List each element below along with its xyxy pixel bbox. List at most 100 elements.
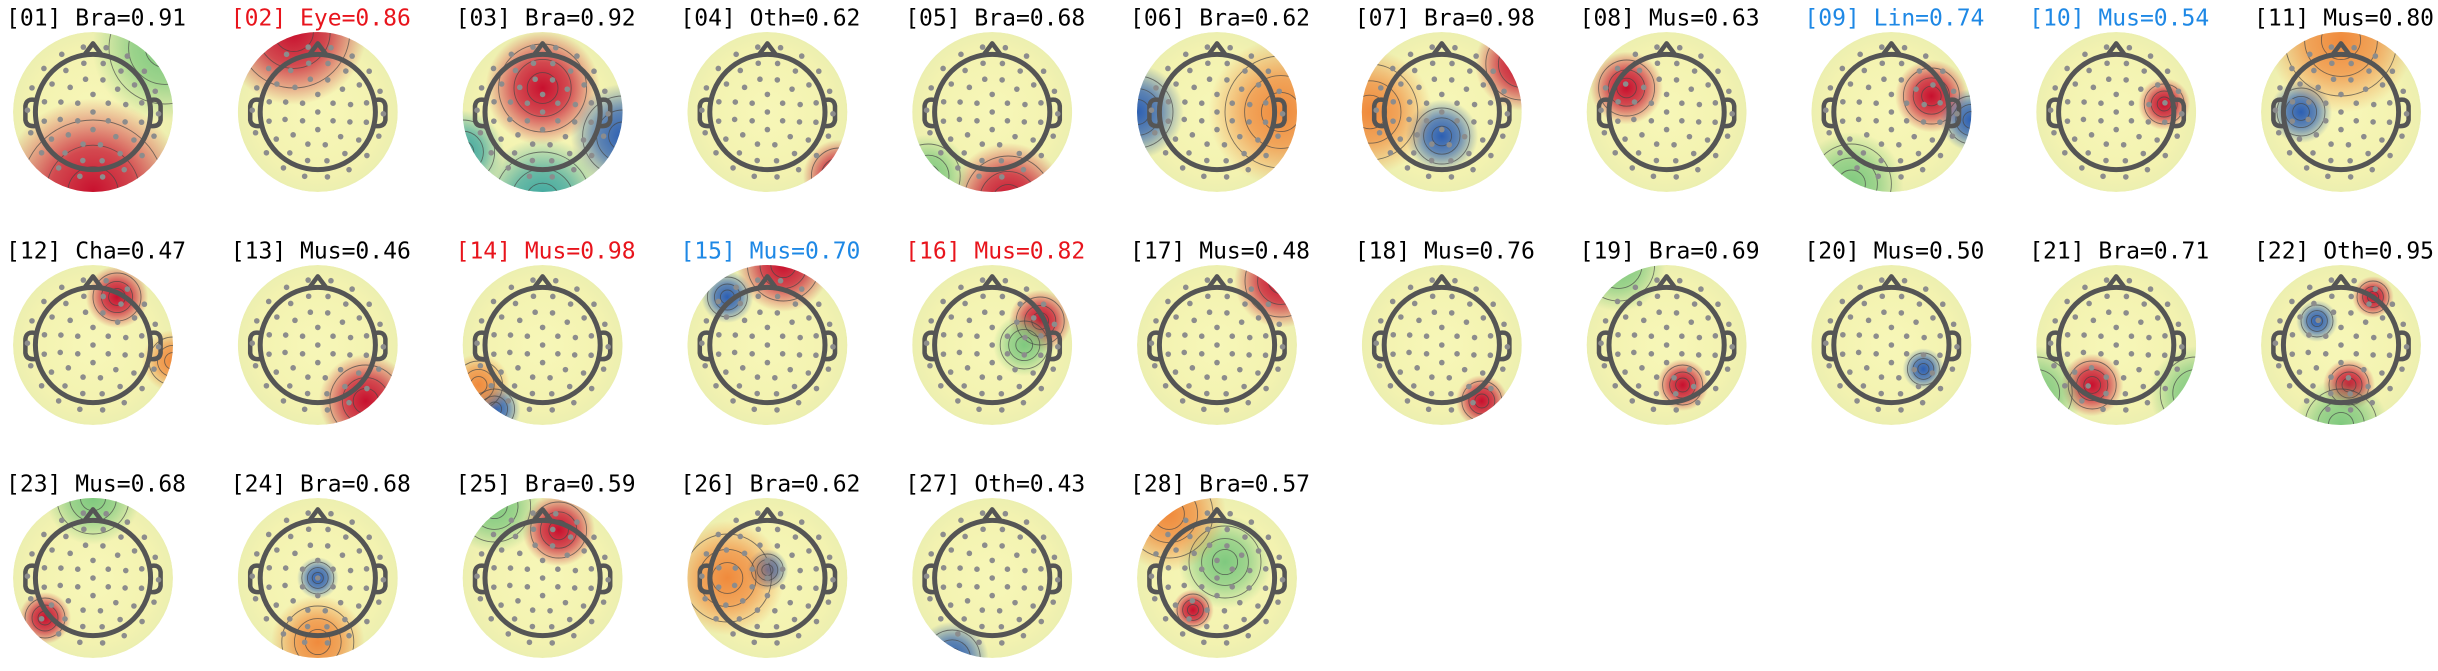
electrode xyxy=(1016,150,1023,157)
electrode xyxy=(1406,99,1413,105)
electrode xyxy=(1181,349,1188,356)
electrode xyxy=(77,173,83,180)
electrode xyxy=(1246,585,1252,591)
nose xyxy=(1206,507,1228,523)
electrode xyxy=(797,567,803,574)
nose xyxy=(307,41,329,57)
electrode xyxy=(2329,293,2335,300)
electrode xyxy=(966,84,973,91)
electrode xyxy=(328,510,334,517)
electrode xyxy=(526,406,533,413)
electrode xyxy=(2289,65,2295,72)
electrode xyxy=(376,366,382,372)
electrode xyxy=(287,300,294,307)
electrode xyxy=(779,118,786,124)
electrode xyxy=(105,351,112,357)
electrode xyxy=(2286,382,2293,389)
electrode xyxy=(524,566,531,572)
electrode xyxy=(1688,86,1695,92)
electrode xyxy=(773,390,780,397)
electrode xyxy=(723,547,730,553)
electrode xyxy=(41,98,48,105)
electrode xyxy=(2161,119,2168,126)
electrode xyxy=(1038,566,1044,572)
electrode xyxy=(2113,342,2119,348)
electrode xyxy=(1861,67,1868,74)
electrode xyxy=(957,332,963,338)
electrode xyxy=(1246,567,1253,574)
electrode xyxy=(2353,118,2360,124)
electrode xyxy=(2113,359,2119,366)
electrode xyxy=(524,584,531,590)
electrode xyxy=(795,632,802,639)
topoplot: [11] Mus=0.80 xyxy=(2254,6,2434,192)
electrode xyxy=(1873,351,1879,357)
electrode xyxy=(67,84,73,91)
electrode xyxy=(1598,340,1604,347)
electrode xyxy=(2128,333,2135,340)
electrode xyxy=(100,543,106,549)
electrode xyxy=(524,351,531,357)
electrode xyxy=(1241,383,1247,390)
electrode xyxy=(999,60,1006,67)
electrode xyxy=(2329,60,2335,67)
electrode xyxy=(962,67,968,74)
electrode xyxy=(539,557,546,564)
electrode xyxy=(478,85,485,91)
electrode xyxy=(2361,366,2367,373)
electrode xyxy=(266,98,273,105)
electrode xyxy=(764,126,771,133)
electrode xyxy=(1022,334,1028,341)
electrode xyxy=(2120,374,2127,381)
electrode xyxy=(1854,165,1860,171)
electrode xyxy=(507,349,513,356)
electrode xyxy=(304,623,311,630)
electrode xyxy=(1839,65,1846,72)
electrode xyxy=(940,118,947,124)
electrode xyxy=(1439,359,1445,366)
electrode xyxy=(1398,81,1404,87)
electrode xyxy=(2338,342,2344,348)
topoplot: [28] Bra=0.57 xyxy=(1130,472,1310,658)
component-label: [27] Oth=0.43 xyxy=(905,472,1085,498)
electrode xyxy=(1863,132,1870,138)
electrode xyxy=(315,592,321,599)
electrode xyxy=(1428,157,1435,164)
electrode xyxy=(529,607,536,613)
electrode xyxy=(2174,366,2181,372)
electrode xyxy=(1439,342,1445,348)
electrode xyxy=(588,119,594,126)
electrode xyxy=(2347,174,2354,180)
electrode xyxy=(2370,119,2376,125)
electrode xyxy=(1187,67,1193,74)
electrode xyxy=(600,133,607,139)
electrode xyxy=(41,331,48,338)
electrode xyxy=(2328,44,2335,50)
electrode xyxy=(2064,98,2071,105)
electrode xyxy=(539,109,546,115)
ear xyxy=(697,563,711,595)
electrode xyxy=(552,277,559,284)
electrode xyxy=(1179,165,1186,171)
electrode xyxy=(99,174,106,180)
electrode xyxy=(1916,68,1923,74)
electrode xyxy=(1695,166,1701,173)
electrode xyxy=(787,599,794,606)
electrode xyxy=(605,343,611,350)
electrode xyxy=(1224,543,1230,549)
electrode xyxy=(292,550,298,557)
electrode xyxy=(99,407,106,413)
electrode xyxy=(81,293,87,300)
electrode xyxy=(774,640,780,646)
head-outline xyxy=(707,284,828,406)
electrode xyxy=(1920,352,1927,358)
electrode xyxy=(754,44,761,50)
electrode xyxy=(749,584,755,590)
electrode xyxy=(141,68,148,75)
electrode xyxy=(287,67,294,74)
electrode xyxy=(1446,374,1453,381)
electrode xyxy=(825,133,832,139)
electrode xyxy=(2136,133,2142,140)
electrode xyxy=(806,82,812,88)
electrode xyxy=(1448,390,1454,397)
